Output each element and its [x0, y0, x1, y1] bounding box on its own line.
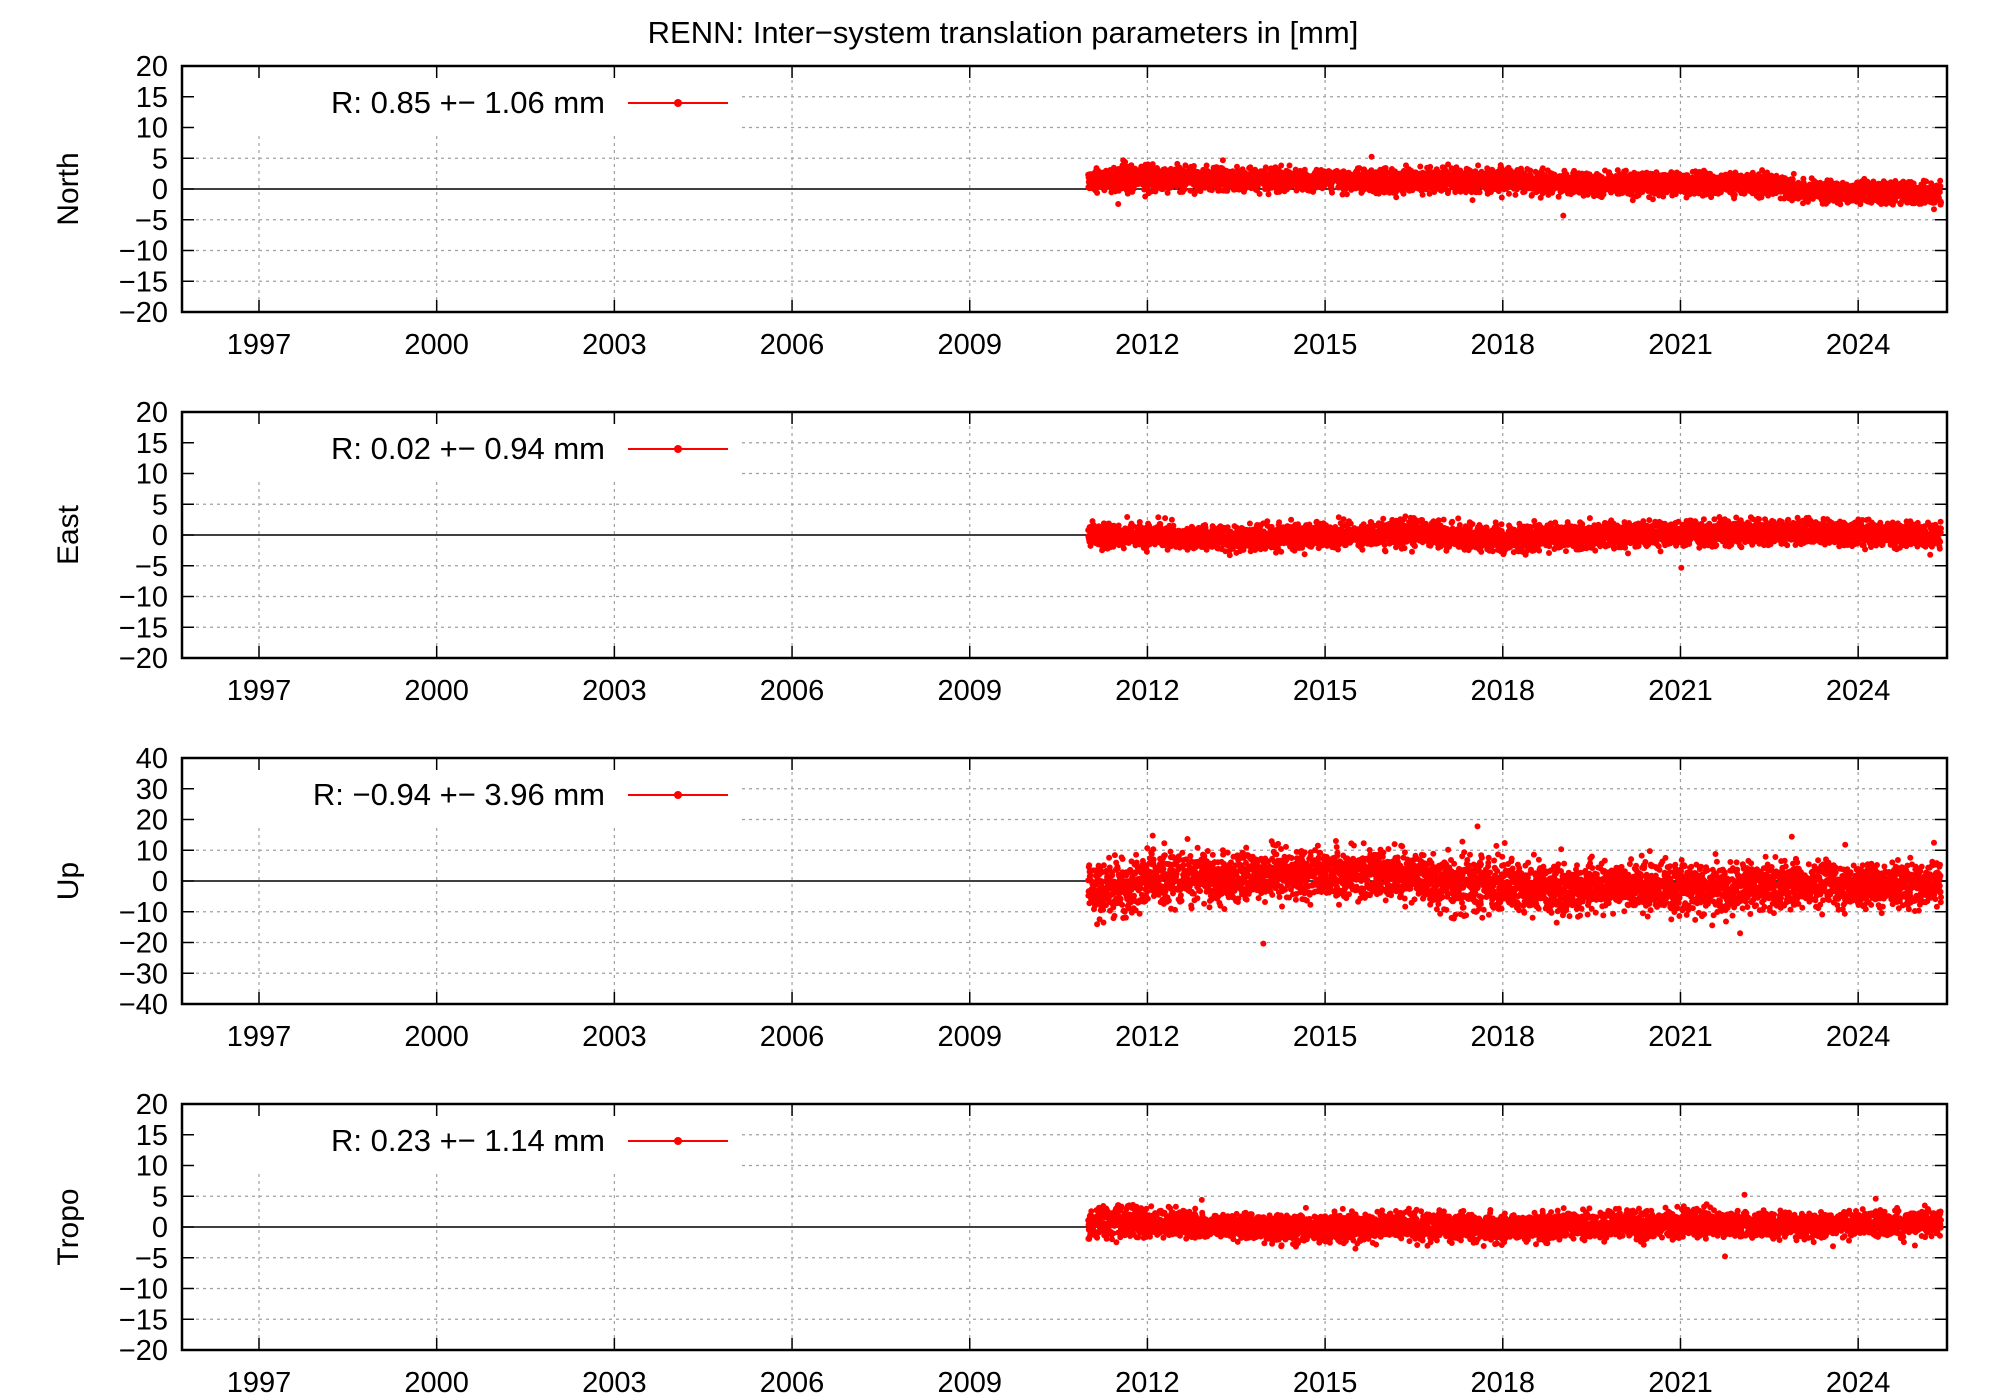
data-point — [1837, 201, 1844, 208]
data-point — [1120, 545, 1127, 552]
data-point — [1164, 189, 1171, 196]
x-tick-label: 2018 — [1471, 675, 1536, 707]
data-point — [1162, 515, 1169, 522]
x-tick-label: 2021 — [1648, 675, 1713, 707]
y-tick-label: −15 — [119, 612, 168, 644]
data-point — [1936, 189, 1943, 196]
data-point — [1190, 163, 1197, 169]
data-point — [1203, 162, 1210, 169]
x-tick-label: 2015 — [1293, 329, 1358, 361]
y-tick-label: −10 — [119, 582, 168, 614]
y-tick-label: 5 — [152, 489, 168, 521]
x-tick-label: 2024 — [1826, 675, 1891, 707]
y-tick-label: −10 — [119, 236, 168, 268]
y-tick-label: 0 — [152, 174, 168, 206]
data-point — [1937, 183, 1944, 190]
x-tick-label: 2018 — [1471, 329, 1536, 361]
x-tick-label: 1997 — [227, 675, 292, 707]
data-point — [1124, 514, 1131, 520]
x-tick-label: 2009 — [937, 329, 1002, 361]
data-point — [1512, 191, 1519, 198]
data-point — [1286, 162, 1293, 169]
data-point — [1256, 190, 1263, 197]
data-point — [1343, 191, 1350, 198]
data-point — [1790, 170, 1797, 177]
data-point — [1197, 188, 1204, 195]
data-point — [1170, 522, 1177, 529]
x-tick-label: 2024 — [1826, 329, 1891, 361]
data-point — [1427, 163, 1434, 170]
data-point — [1622, 167, 1629, 174]
data-point — [1219, 157, 1226, 164]
y-tick-label: −5 — [135, 205, 168, 237]
data-point — [1649, 196, 1656, 203]
data-point — [1208, 187, 1215, 194]
data-point — [1931, 206, 1937, 213]
data-point — [1393, 194, 1400, 201]
data-point — [1368, 153, 1375, 160]
data-point — [1469, 197, 1476, 204]
data-point — [1937, 177, 1944, 184]
x-tick-label: 2015 — [1293, 675, 1358, 707]
legend-label: R: 0.85 +− 1.06 mm — [331, 85, 605, 120]
y-tick-label: 10 — [136, 459, 168, 491]
x-tick-label: 2006 — [760, 675, 825, 707]
x-tick-label: 2009 — [937, 675, 1002, 707]
x-tick-label: 2006 — [760, 329, 825, 361]
data-point — [1143, 548, 1150, 555]
data-point — [1329, 189, 1335, 196]
data-point — [1115, 201, 1122, 207]
data-points — [1085, 513, 1944, 571]
y-tick-label: 10 — [136, 113, 168, 145]
y-tick-label: 15 — [136, 428, 168, 460]
y-tick-label: 20 — [136, 397, 168, 429]
data-point — [1498, 194, 1505, 201]
data-point — [1187, 187, 1194, 194]
data-point — [1136, 519, 1143, 525]
y-tick-label: −20 — [119, 297, 168, 329]
y-axis-label: North — [52, 152, 85, 225]
data-point — [1560, 212, 1567, 219]
data-point — [1475, 162, 1482, 169]
data-point — [1155, 514, 1162, 521]
data-point — [1938, 199, 1944, 206]
data-point — [1731, 191, 1738, 198]
x-tick-label: 2003 — [582, 675, 647, 707]
y-tick-label: −20 — [119, 643, 168, 675]
data-points — [1085, 153, 1944, 219]
y-tick-label: 15 — [136, 82, 168, 114]
x-tick-label: 2003 — [582, 329, 647, 361]
x-tick-label: 1997 — [227, 329, 292, 361]
x-tick-label: 2000 — [404, 675, 469, 707]
data-point — [1226, 552, 1233, 559]
data-point — [1278, 162, 1285, 169]
data-point — [1419, 191, 1426, 198]
y-tick-label: −15 — [119, 266, 168, 298]
x-tick-label: 2012 — [1115, 329, 1180, 361]
data-point — [1265, 191, 1272, 198]
x-tick-label: 2000 — [404, 329, 469, 361]
y-tick-label: −5 — [135, 551, 168, 583]
y-tick-label: 20 — [136, 51, 168, 83]
data-point — [1094, 189, 1101, 196]
data-point — [1181, 186, 1188, 193]
data-point — [1168, 516, 1175, 523]
figure-title: RENN: Inter−system translation parameter… — [648, 15, 1359, 50]
y-tick-label: 0 — [152, 520, 168, 552]
x-tick-label: 2012 — [1115, 675, 1180, 707]
y-tick-label: 5 — [152, 143, 168, 175]
data-point — [1122, 159, 1129, 165]
data-point — [1476, 189, 1483, 196]
data-point — [1506, 190, 1512, 197]
legend-marker — [674, 99, 682, 107]
data-point — [1149, 161, 1156, 168]
x-tick-label: 2021 — [1648, 329, 1713, 361]
data-point — [1445, 187, 1452, 194]
data-point — [1115, 522, 1122, 529]
data-point — [1417, 163, 1424, 170]
